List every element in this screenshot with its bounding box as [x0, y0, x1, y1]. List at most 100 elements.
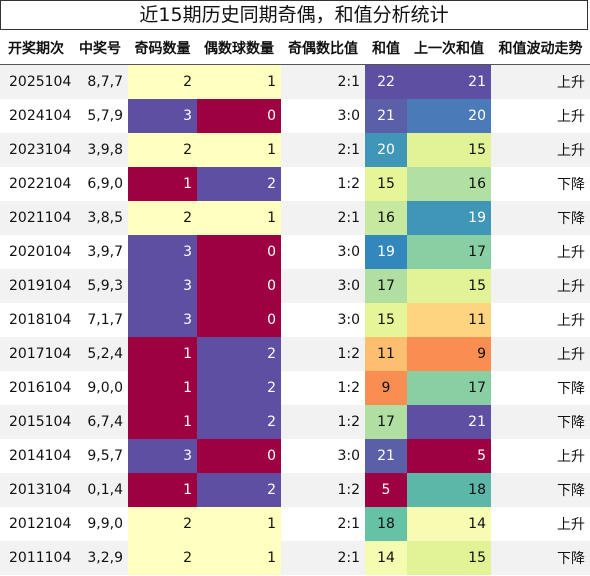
cell-trend: 下降	[491, 405, 590, 439]
cell-sum: 15	[365, 303, 407, 337]
cell-sum: 20	[365, 133, 407, 167]
cell-odd-count: 2	[128, 133, 197, 167]
table-row: 2019104 5,9,3 3 0 3:0 17 15 上升	[0, 269, 590, 303]
col-ratio-header: 奇偶数比值	[281, 32, 365, 65]
cell-even-count: 0	[197, 235, 281, 269]
cell-sum: 9	[365, 371, 407, 405]
cell-odd-count: 1	[128, 405, 197, 439]
table-row: 2021104 3,8,5 2 1 2:1 16 19 下降	[0, 201, 590, 235]
cell-sum: 15	[365, 167, 407, 201]
cell-odd-count: 3	[128, 303, 197, 337]
cell-trend: 下降	[491, 541, 590, 575]
cell-period: 2014104	[0, 439, 72, 473]
cell-trend: 上升	[491, 64, 590, 99]
cell-trend: 上升	[491, 439, 590, 473]
cell-period: 2021104	[0, 201, 72, 235]
cell-even-count: 2	[197, 405, 281, 439]
cell-numbers: 6,9,0	[72, 167, 128, 201]
cell-trend: 上升	[491, 235, 590, 269]
cell-trend: 上升	[491, 303, 590, 337]
table-row: 2013104 0,1,4 1 2 1:2 5 18 下降	[0, 473, 590, 507]
cell-sum: 17	[365, 405, 407, 439]
cell-sum: 16	[365, 201, 407, 235]
cell-period: 2018104	[0, 303, 72, 337]
cell-prev-sum: 9	[407, 337, 491, 371]
table-row: 2015104 6,7,4 1 2 1:2 17 21 下降	[0, 405, 590, 439]
cell-odd-count: 2	[128, 507, 197, 541]
col-prev-sum-header: 上一次和值	[407, 32, 491, 65]
stats-table: 开奖期次 中奖号 奇码数量 偶数球数量 奇偶数比值 和值 上一次和值 和值波动走…	[0, 32, 590, 575]
table-row: 2017104 5,2,4 1 2 1:2 11 9 上升	[0, 337, 590, 371]
cell-period: 2024104	[0, 99, 72, 133]
cell-trend: 上升	[491, 99, 590, 133]
cell-prev-sum: 16	[407, 167, 491, 201]
cell-odd-count: 3	[128, 269, 197, 303]
cell-prev-sum: 17	[407, 235, 491, 269]
header-row: 开奖期次 中奖号 奇码数量 偶数球数量 奇偶数比值 和值 上一次和值 和值波动走…	[0, 32, 590, 65]
cell-even-count: 2	[197, 371, 281, 405]
cell-prev-sum: 17	[407, 371, 491, 405]
cell-trend: 上升	[491, 337, 590, 371]
cell-ratio: 1:2	[281, 337, 365, 371]
table-row: 2016104 9,0,0 1 2 1:2 9 17 下降	[0, 371, 590, 405]
cell-numbers: 5,9,3	[72, 269, 128, 303]
cell-prev-sum: 18	[407, 473, 491, 507]
col-numbers-header: 中奖号	[72, 32, 128, 65]
cell-even-count: 0	[197, 439, 281, 473]
col-trend-header: 和值波动走势	[491, 32, 590, 65]
cell-odd-count: 1	[128, 167, 197, 201]
cell-numbers: 9,9,0	[72, 507, 128, 541]
cell-even-count: 2	[197, 167, 281, 201]
cell-sum: 18	[365, 507, 407, 541]
table-row: 2011104 3,2,9 2 1 2:1 14 15 下降	[0, 541, 590, 575]
cell-odd-count: 3	[128, 235, 197, 269]
cell-period: 2011104	[0, 541, 72, 575]
cell-trend: 上升	[491, 269, 590, 303]
cell-period: 2022104	[0, 167, 72, 201]
cell-numbers: 7,1,7	[72, 303, 128, 337]
cell-prev-sum: 11	[407, 303, 491, 337]
cell-sum: 17	[365, 269, 407, 303]
col-even-header: 偶数球数量	[197, 32, 281, 65]
cell-odd-count: 2	[128, 201, 197, 235]
cell-period: 2015104	[0, 405, 72, 439]
cell-prev-sum: 15	[407, 269, 491, 303]
table-row: 2025104 8,7,7 2 1 2:1 22 21 上升	[0, 64, 590, 99]
cell-ratio: 3:0	[281, 439, 365, 473]
cell-sum: 14	[365, 541, 407, 575]
cell-odd-count: 3	[128, 439, 197, 473]
cell-numbers: 3,9,8	[72, 133, 128, 167]
cell-numbers: 3,8,5	[72, 201, 128, 235]
cell-numbers: 6,7,4	[72, 405, 128, 439]
cell-numbers: 3,9,7	[72, 235, 128, 269]
table-row: 2024104 5,7,9 3 0 3:0 21 20 上升	[0, 99, 590, 133]
cell-ratio: 2:1	[281, 201, 365, 235]
cell-ratio: 2:1	[281, 64, 365, 99]
cell-sum: 11	[365, 337, 407, 371]
cell-even-count: 2	[197, 337, 281, 371]
cell-even-count: 1	[197, 201, 281, 235]
cell-prev-sum: 21	[407, 64, 491, 99]
cell-numbers: 8,7,7	[72, 64, 128, 99]
cell-ratio: 3:0	[281, 303, 365, 337]
cell-numbers: 5,7,9	[72, 99, 128, 133]
cell-odd-count: 1	[128, 337, 197, 371]
cell-sum: 21	[365, 439, 407, 473]
page-title: 近15期历史同期奇偶，和值分析统计	[0, 0, 588, 30]
cell-prev-sum: 14	[407, 507, 491, 541]
cell-prev-sum: 15	[407, 541, 491, 575]
cell-odd-count: 3	[128, 99, 197, 133]
cell-even-count: 1	[197, 507, 281, 541]
cell-even-count: 0	[197, 303, 281, 337]
cell-trend: 下降	[491, 201, 590, 235]
cell-prev-sum: 21	[407, 405, 491, 439]
cell-ratio: 1:2	[281, 371, 365, 405]
cell-even-count: 1	[197, 64, 281, 99]
cell-trend: 下降	[491, 167, 590, 201]
col-odd-header: 奇码数量	[128, 32, 197, 65]
cell-ratio: 3:0	[281, 99, 365, 133]
table-row: 2018104 7,1,7 3 0 3:0 15 11 上升	[0, 303, 590, 337]
cell-ratio: 1:2	[281, 167, 365, 201]
cell-prev-sum: 19	[407, 201, 491, 235]
